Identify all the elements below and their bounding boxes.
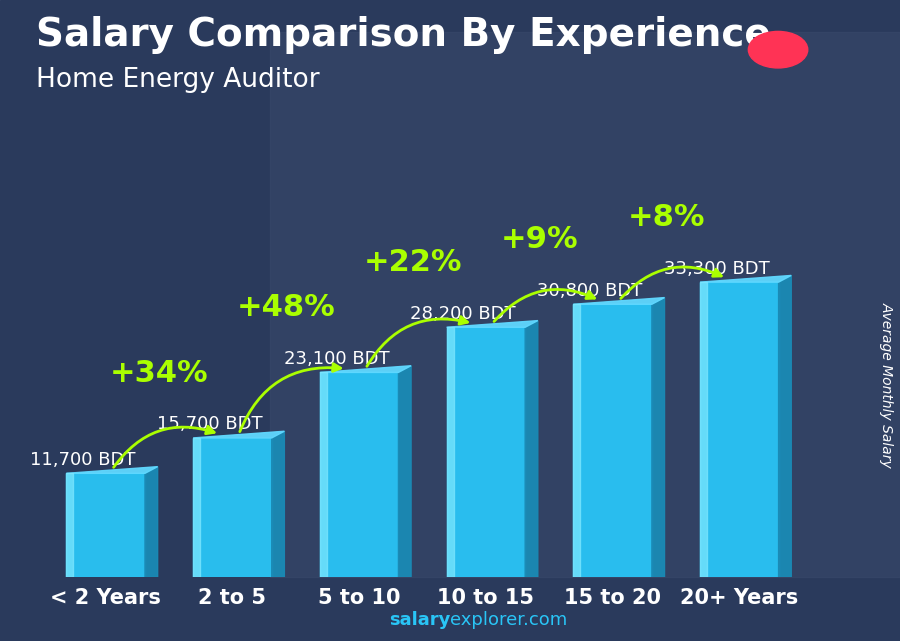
Polygon shape [194, 438, 272, 577]
Polygon shape [194, 431, 284, 438]
Polygon shape [67, 473, 145, 577]
Text: salary: salary [389, 612, 450, 629]
Polygon shape [320, 372, 399, 577]
Text: 30,800 BDT: 30,800 BDT [537, 282, 643, 300]
Text: +9%: +9% [501, 225, 579, 254]
Text: Average Monthly Salary: Average Monthly Salary [879, 302, 894, 467]
Text: 15,700 BDT: 15,700 BDT [157, 415, 263, 433]
Text: 33,300 BDT: 33,300 BDT [663, 260, 770, 278]
Polygon shape [778, 276, 791, 577]
Polygon shape [272, 431, 284, 577]
Polygon shape [194, 438, 200, 577]
Text: Home Energy Auditor: Home Energy Auditor [36, 67, 320, 94]
Polygon shape [700, 276, 791, 282]
Bar [270, 32, 900, 577]
Polygon shape [67, 473, 74, 577]
Circle shape [748, 31, 807, 68]
Polygon shape [320, 366, 411, 372]
Text: 11,700 BDT: 11,700 BDT [30, 451, 136, 469]
Polygon shape [399, 366, 411, 577]
Polygon shape [700, 282, 778, 577]
Polygon shape [67, 467, 158, 473]
Polygon shape [573, 304, 580, 577]
Text: explorer.com: explorer.com [450, 612, 567, 629]
Polygon shape [446, 320, 538, 328]
Polygon shape [525, 320, 538, 577]
Text: +22%: +22% [364, 248, 463, 277]
Polygon shape [700, 282, 707, 577]
Polygon shape [446, 328, 454, 577]
Text: Salary Comparison By Experience: Salary Comparison By Experience [36, 16, 770, 54]
Polygon shape [573, 304, 652, 577]
Text: +48%: +48% [237, 293, 336, 322]
Polygon shape [320, 372, 327, 577]
Text: +34%: +34% [110, 359, 209, 388]
Text: +8%: +8% [627, 203, 706, 232]
Polygon shape [652, 297, 664, 577]
Polygon shape [145, 467, 158, 577]
Text: 23,100 BDT: 23,100 BDT [284, 350, 389, 368]
Polygon shape [446, 328, 525, 577]
Polygon shape [573, 297, 664, 304]
Text: 28,200 BDT: 28,200 BDT [410, 305, 516, 323]
